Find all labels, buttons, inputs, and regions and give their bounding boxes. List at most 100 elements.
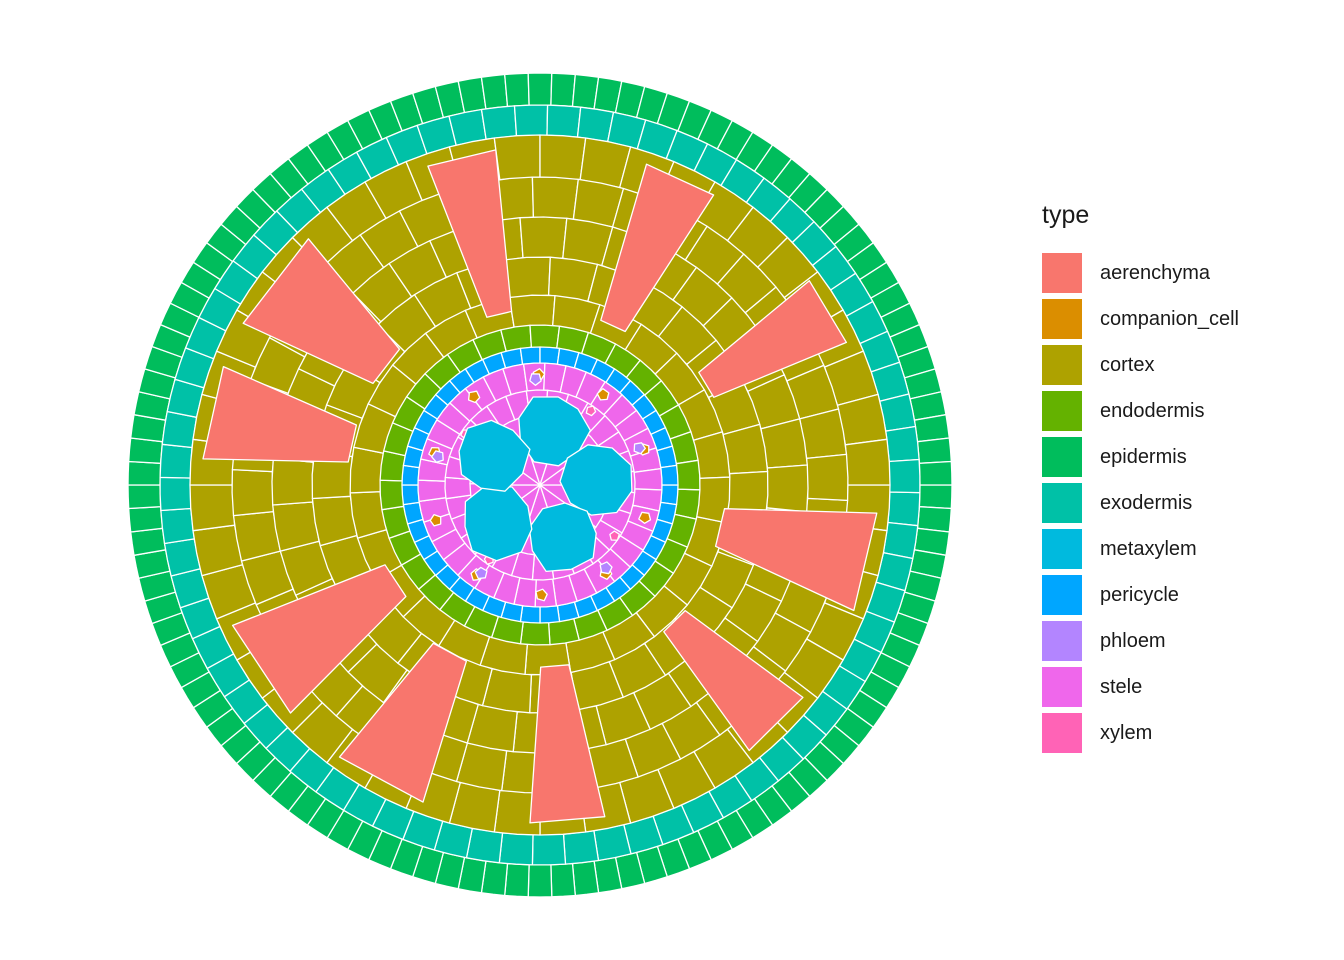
pericycle-cell — [660, 464, 679, 486]
exodermis-cell — [546, 104, 582, 138]
phloem-cell — [599, 561, 613, 575]
pericycle-cell — [519, 605, 541, 624]
legend-item-xylem: xylem — [1042, 710, 1332, 756]
legend-item-companion-cell: companion_cell — [1042, 296, 1332, 342]
endodermis-cell — [675, 459, 701, 491]
legend-swatch-aerenchyma — [1042, 253, 1082, 293]
pericycle-cell — [519, 346, 541, 365]
legend-label-xylem: xylem — [1100, 721, 1153, 744]
cortex-cell — [844, 438, 891, 486]
phloem-cell — [431, 450, 444, 463]
legend-label-epidermis: epidermis — [1100, 445, 1187, 468]
legend-title: type — [1042, 201, 1090, 229]
exodermis-cell — [159, 476, 192, 512]
legend-item-metaxylem: metaxylem — [1042, 526, 1332, 572]
epidermis-cell — [918, 460, 953, 486]
metaxylem-vessel — [528, 502, 597, 573]
legend-swatch-stele — [1042, 667, 1082, 707]
exodermis-cell — [887, 491, 921, 527]
cortex-cell — [349, 446, 384, 494]
exodermis-cell — [159, 443, 193, 479]
legend-swatch-epidermis — [1042, 437, 1082, 477]
legend-swatch-exodermis — [1042, 483, 1082, 523]
exodermis-cell — [531, 833, 567, 866]
xylem-cell — [609, 530, 620, 541]
epidermis-cell — [127, 460, 162, 486]
companion-cell — [429, 513, 442, 527]
companion-cell — [638, 511, 652, 524]
cortex-cell — [766, 464, 809, 513]
legend-item-stele: stele — [1042, 664, 1332, 710]
stele-cell — [417, 479, 447, 503]
cell-layers — [127, 72, 953, 898]
cortex-cell — [271, 457, 314, 506]
legend-item-pericycle: pericycle — [1042, 572, 1332, 618]
legend-swatch-metaxylem — [1042, 529, 1082, 569]
epidermis-cell — [571, 860, 600, 897]
aerenchyma-lacuna — [663, 609, 804, 752]
epidermis-cell — [918, 484, 953, 510]
metaxylem-vessel — [458, 419, 531, 492]
exodermis-cell — [885, 425, 920, 463]
legend-item-exodermis: exodermis — [1042, 480, 1332, 526]
legend-swatch-endodermis — [1042, 391, 1082, 431]
legend-label-companion-cell: companion_cell — [1100, 307, 1239, 330]
epidermis-cell — [504, 862, 530, 898]
phloem-cell — [633, 442, 646, 455]
aerenchyma-lacuna — [242, 238, 401, 385]
exodermis-cell — [562, 830, 600, 865]
legend-swatch-pericycle — [1042, 575, 1082, 615]
xylem-cell — [585, 405, 597, 417]
exodermis-cell — [888, 458, 921, 494]
legend-label-metaxylem: metaxylem — [1100, 537, 1197, 560]
legend-label-pericycle: pericycle — [1100, 583, 1179, 606]
endodermis-cell — [379, 479, 405, 511]
companion-cell — [535, 588, 548, 602]
pericycle-cell — [401, 464, 420, 486]
cortex-cell — [531, 176, 579, 220]
pericycle-cell — [539, 346, 561, 365]
legend-label-stele: stele — [1100, 675, 1143, 698]
exodermis-cell — [480, 105, 518, 140]
aerenchyma-lacuna — [529, 664, 606, 824]
metaxylem-vessel — [518, 396, 592, 467]
cortex-cell — [519, 216, 568, 259]
metaxylem-vessel — [559, 444, 633, 516]
exodermis-cell — [160, 507, 195, 545]
pericycle-cell — [660, 484, 679, 506]
epidermis-cell — [527, 72, 553, 106]
legend-items: aerenchyma companion_cell cortex endoder… — [1042, 250, 1332, 756]
exodermis-cell — [498, 832, 534, 866]
cortex-cell — [806, 453, 849, 502]
cortex-cell — [508, 294, 556, 328]
legend-item-aerenchyma: aerenchyma — [1042, 250, 1332, 296]
legend-swatch-companion-cell — [1042, 299, 1082, 339]
legend-swatch-xylem — [1042, 713, 1082, 753]
legend-swatch-cortex — [1042, 345, 1082, 385]
stele-cell — [444, 476, 472, 500]
legend-label-endodermis: endodermis — [1100, 399, 1205, 422]
epidermis-cell — [127, 484, 162, 510]
companion-cell — [596, 388, 610, 401]
aerenchyma-lacuna — [202, 365, 358, 463]
epidermis-cell — [550, 72, 576, 108]
cortex-cell — [231, 468, 274, 517]
legend-label-phloem: phloem — [1100, 629, 1166, 652]
companion-cell — [467, 390, 481, 404]
legend-label-aerenchyma: aerenchyma — [1100, 261, 1211, 284]
legend-label-exodermis: exodermis — [1100, 491, 1193, 514]
exodermis-cell — [513, 104, 549, 137]
epidermis-cell — [913, 414, 950, 443]
legend-item-epidermis: epidermis — [1042, 434, 1332, 480]
aerenchyma-lacuna — [600, 163, 715, 333]
endodermis-cell — [519, 621, 551, 646]
aerenchyma-lacuna — [427, 149, 513, 318]
legend-item-phloem: phloem — [1042, 618, 1332, 664]
epidermis-cell — [130, 527, 167, 556]
legend-item-endodermis: endodermis — [1042, 388, 1332, 434]
cortex-cell — [539, 134, 587, 181]
phloem-cell — [529, 373, 542, 386]
cortex-cell — [189, 484, 236, 532]
epidermis-cell — [504, 72, 530, 108]
